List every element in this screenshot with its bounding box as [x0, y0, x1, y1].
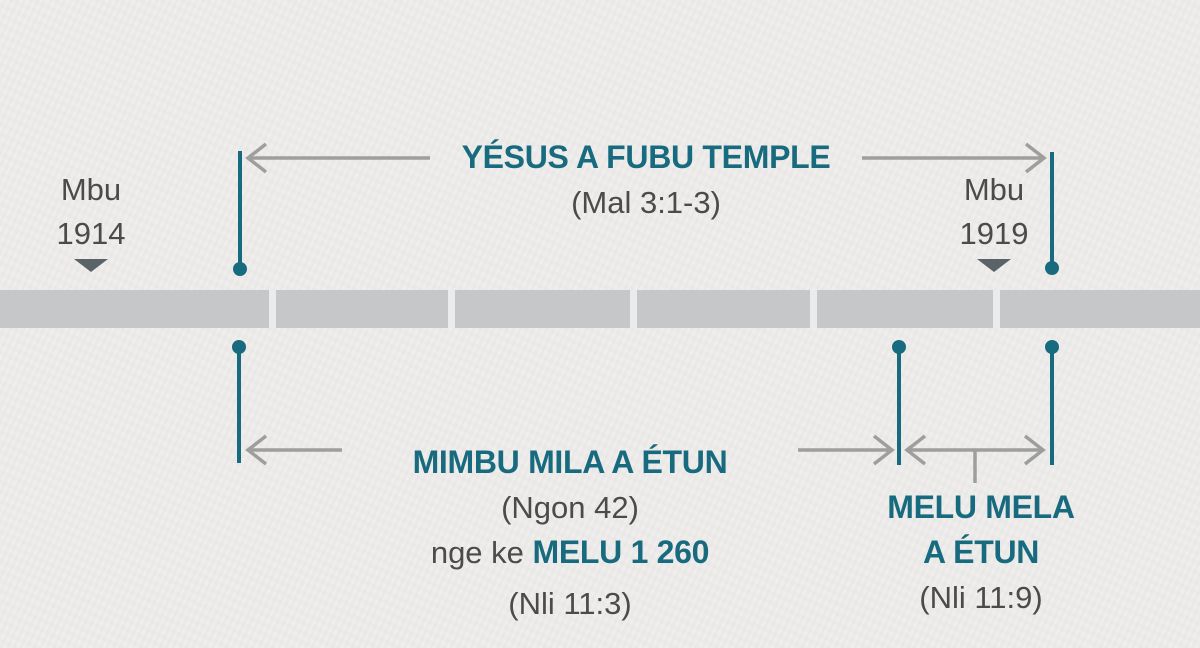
timeline-year-gap: [630, 290, 637, 328]
event-tick-dot-top-right: [1045, 261, 1059, 275]
event-tick-dot-top-left: [233, 262, 247, 276]
event-tick-line-bottom-middle: [897, 352, 901, 465]
event-tick-dot-bottom-right: [1045, 340, 1059, 354]
bottom-right-title-line1: MELU MELA: [887, 489, 1075, 525]
arrow-left-icon: [245, 142, 430, 174]
arrow-right-icon: [862, 142, 1047, 174]
bottom-center-line3-emphasis: MELU 1 260: [532, 534, 710, 570]
timeline-year-gap: [269, 290, 276, 328]
bottom-center-line3-prefix: nge ke: [430, 535, 533, 570]
event-tick-line-bottom-left: [237, 352, 241, 463]
event-tick-dot-bottom-left: [232, 340, 246, 354]
bottom-center-title: MIMBU MILA A ÉTUN: [412, 444, 728, 480]
event-tick-line-top-left: [238, 151, 242, 264]
down-triangle-icon: [977, 259, 1011, 272]
top-annotation: YÉSUS A FUBU TEMPLE (Mal 3:1-3): [396, 135, 896, 225]
year-marker-1914-word: Mbu: [60, 172, 122, 207]
arrow-right-icon: [798, 434, 895, 466]
year-marker-1914: Mbu 1914: [31, 168, 151, 272]
year-marker-1919-word: Mbu: [963, 172, 1025, 207]
top-annotation-reference: (Mal 3:1-3): [571, 185, 721, 220]
timeline-year-gap: [810, 290, 817, 328]
bottom-center-reference1: (Ngon 42): [501, 490, 639, 525]
top-annotation-title: YÉSUS A FUBU TEMPLE: [461, 139, 831, 175]
event-tick-dot-bottom-middle: [892, 340, 906, 354]
event-tick-line-bottom-right: [1050, 352, 1054, 465]
bottom-center-reference2: (Nli 11:3): [508, 586, 632, 621]
year-marker-1914-year: 1914: [56, 216, 126, 251]
timeline-year-gap: [448, 290, 455, 328]
year-marker-1919-year: 1919: [959, 216, 1029, 251]
bottom-right-reference: (Nli 11:9): [919, 580, 1043, 615]
timeline-year-gap: [993, 290, 1000, 328]
bottom-right-title-line2: A ÉTUN: [922, 534, 1040, 570]
year-marker-1919: Mbu 1919: [934, 168, 1054, 272]
event-tick-line-top-right: [1050, 152, 1054, 264]
double-arrow-with-leader-icon: [904, 434, 1046, 483]
bottom-center-line3: nge ke MELU 1 260: [320, 530, 820, 581]
down-triangle-icon: [74, 259, 108, 272]
bottom-right-annotation: MELU MELA A ÉTUN (Nli 11:9): [831, 485, 1131, 620]
arrow-left-icon: [245, 434, 342, 466]
bottom-center-annotation: MIMBU MILA A ÉTUN (Ngon 42) nge ke MELU …: [320, 440, 820, 626]
timeline-bar: [0, 290, 1200, 328]
